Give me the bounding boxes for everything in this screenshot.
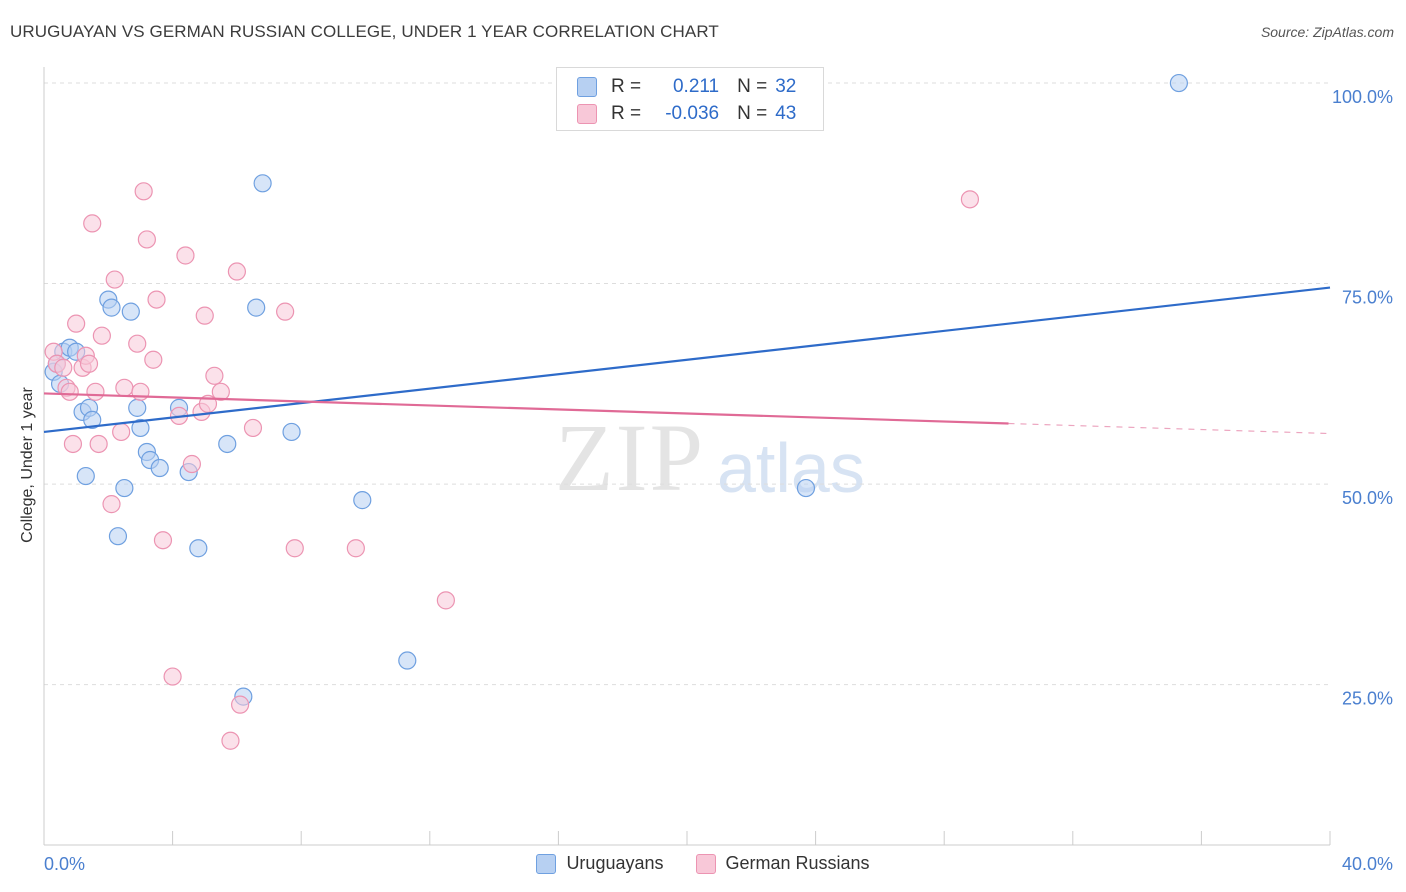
legend-row-german-russians: R = -0.036 N = 43 — [577, 101, 796, 127]
legend-row-uruguayans: R = 0.211 N = 32 — [577, 74, 796, 100]
german-russian-point — [231, 695, 250, 714]
german-russian-point — [137, 230, 156, 249]
legend-n-value: 32 — [775, 76, 797, 97]
german-russian-point — [105, 270, 124, 289]
x-tick-label-max: 40.0% — [1342, 854, 1393, 874]
german-russian-point — [63, 434, 83, 454]
source-label: Source: ZipAtlas.com — [1260, 24, 1394, 40]
german-russian-trend-line — [43, 392, 1009, 425]
uruguayan-point — [121, 302, 140, 321]
german-russian-point — [195, 306, 214, 325]
german-russian-point — [153, 531, 173, 550]
uruguayan-point — [131, 418, 150, 438]
uruguayan-point — [128, 398, 147, 417]
german-russian-point — [285, 539, 304, 558]
german-russian-point — [115, 378, 134, 397]
german-russian-point — [205, 366, 224, 385]
uruguayan-point — [796, 478, 816, 498]
german-russian-point — [79, 354, 99, 373]
watermark-zip: ZIP — [555, 404, 705, 511]
uruguayan-point — [253, 174, 272, 193]
legend-swatch-blue — [536, 853, 557, 874]
series-legend: Uruguayans German Russians — [0, 853, 1406, 874]
legend-item-uruguayans[interactable]: Uruguayans — [536, 853, 664, 874]
legend-r-value: -0.036 — [665, 103, 720, 124]
german-russian-point — [60, 382, 79, 401]
german-russian-point — [436, 591, 455, 610]
german-russian-point — [243, 418, 263, 438]
german-russian-point — [83, 214, 102, 233]
legend-swatch-pink — [695, 853, 716, 874]
uruguayan-point — [247, 298, 266, 317]
chart-title: URUGUAYAN VS GERMAN RUSSIAN COLLEGE, UND… — [10, 22, 719, 41]
german-russian-point — [67, 314, 86, 333]
uruguayan-point — [108, 527, 128, 546]
german-russian-point — [147, 290, 166, 309]
uruguayan-point — [189, 539, 208, 558]
german-russian-point — [134, 182, 153, 201]
german-russian-point — [960, 190, 980, 209]
german-russian-point — [92, 326, 111, 345]
german-russian-trend-extension — [1008, 422, 1331, 435]
stats-legend: R = 0.211 N = 32 R = -0.036 N = 43 — [556, 67, 824, 131]
german-russian-point — [112, 422, 131, 442]
german-russian-point — [144, 350, 163, 369]
legend-label-german-russians: German Russians — [725, 853, 870, 873]
german-russian-point — [163, 667, 182, 686]
german-russian-point — [227, 262, 246, 281]
y-tick-label: 25.0% — [1342, 689, 1393, 709]
uruguayan-point — [76, 466, 95, 486]
uruguayan-trend-line — [43, 286, 1331, 434]
german-russian-point — [346, 539, 365, 558]
uruguayan-point — [282, 422, 301, 442]
uruguayan-point — [102, 298, 121, 317]
legend-item-german-russians[interactable]: German Russians — [695, 853, 870, 874]
german-russian-point — [276, 302, 295, 321]
uruguayan-point — [115, 478, 134, 498]
legend-n-value: 43 — [775, 103, 797, 124]
y-tick-label: 50.0% — [1342, 488, 1393, 508]
x-tick-label-min: 0.0% — [44, 854, 85, 874]
german-russian-point — [221, 731, 240, 750]
uruguayan-point — [150, 458, 169, 478]
legend-swatch-pink — [577, 104, 597, 124]
german-russian-point — [89, 434, 108, 454]
german-russian-point — [131, 382, 150, 401]
y-tick-label: 100.0% — [1332, 87, 1393, 107]
german-russian-point — [182, 454, 201, 474]
uruguayan-point — [353, 491, 372, 510]
german-russian-point — [86, 382, 105, 401]
german-russian-point — [128, 334, 147, 353]
legend-n-label: N = — [737, 103, 768, 124]
legend-swatch-blue — [577, 77, 597, 97]
legend-r-label: R = — [611, 103, 642, 124]
german-russian-point — [211, 382, 230, 401]
german-russian-point — [102, 495, 121, 514]
uruguayan-point — [1169, 73, 1188, 93]
watermark-atlas: atlas — [717, 429, 865, 507]
y-axis-title: College, Under 1 year — [19, 387, 36, 543]
uruguayan-point — [218, 434, 237, 454]
german-russian-point — [54, 358, 73, 377]
legend-r-label: R = — [611, 76, 642, 97]
german-russian-point — [176, 246, 195, 265]
uruguayan-point — [83, 410, 102, 430]
legend-n-label: N = — [737, 76, 768, 97]
uruguayan-point — [398, 651, 417, 670]
y-tick-label: 75.0% — [1342, 288, 1393, 308]
legend-r-value: 0.211 — [672, 76, 720, 97]
legend-label-uruguayans: Uruguayans — [566, 853, 664, 873]
